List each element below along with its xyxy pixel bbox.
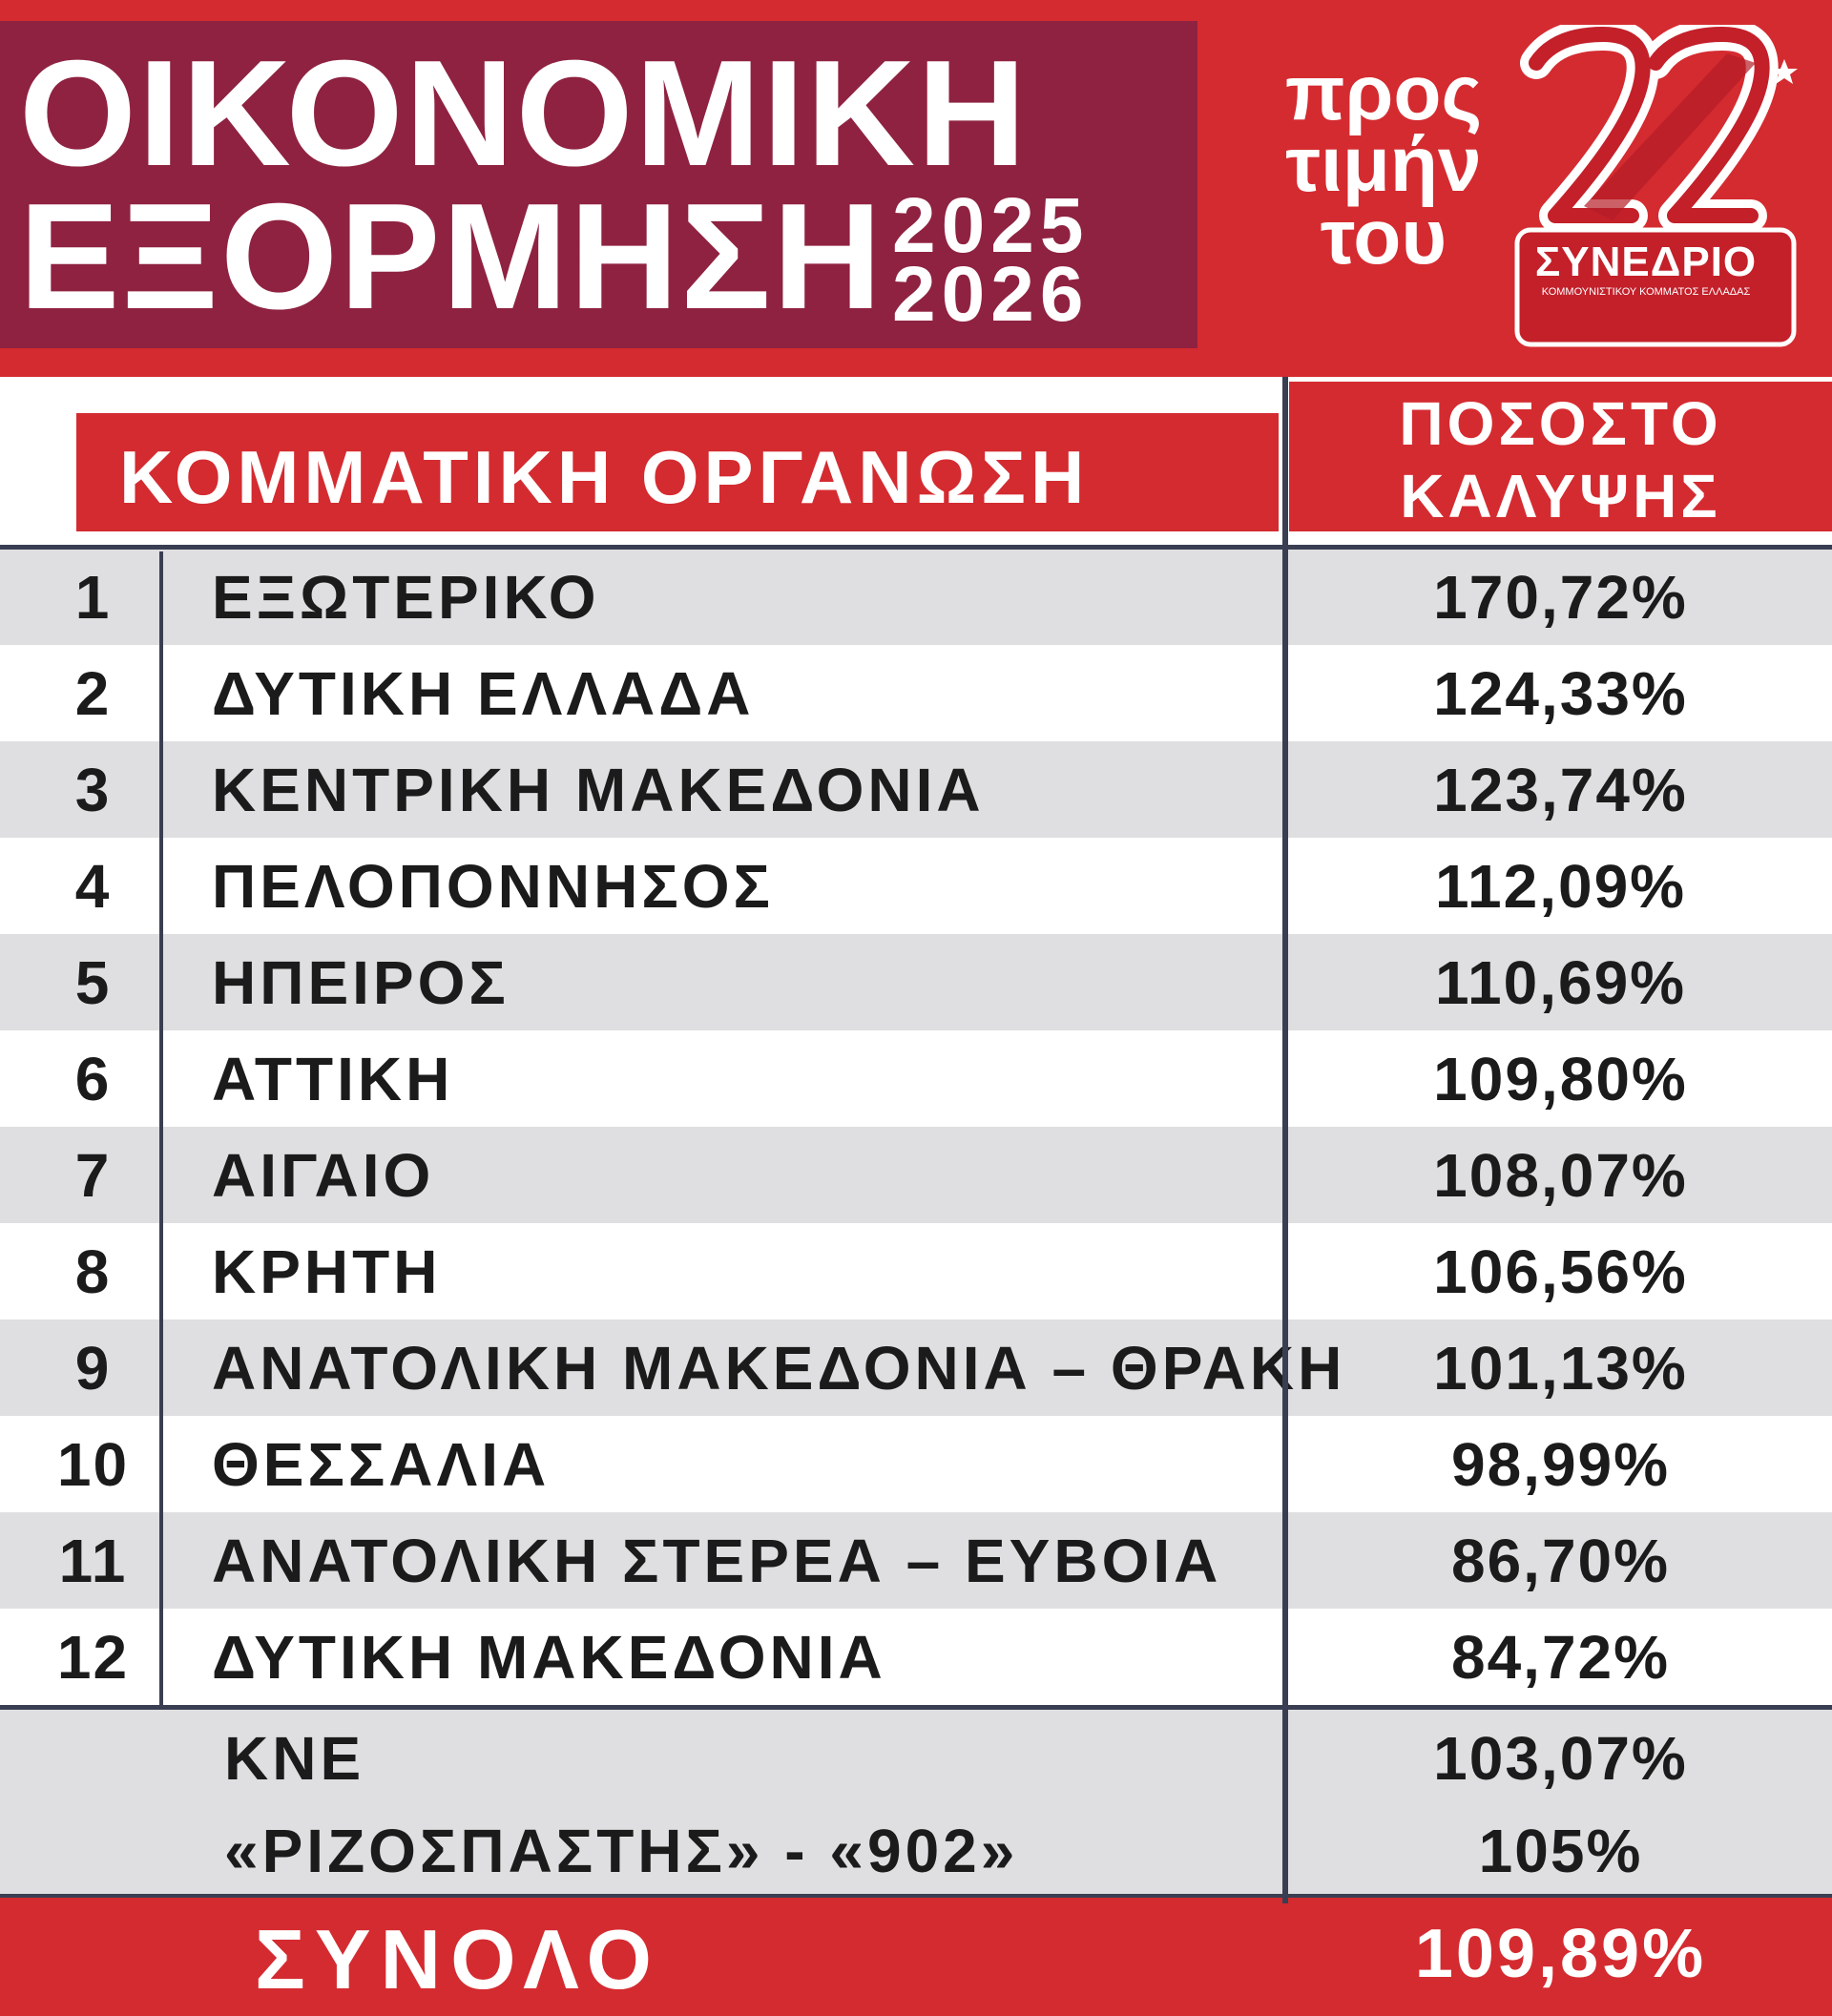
table-row: 5 ΗΠΕΙΡΟΣ 110,69% (0, 934, 1832, 1030)
title-line-2: ΕΞΟΡΜΗΣΗ (19, 173, 884, 341)
row-region: ΔΥΤΙΚΗ ΜΑΚΕΔΟΝΙΑ (212, 1623, 886, 1692)
row-percentage: 109,80% (1433, 1045, 1688, 1113)
column-header-coverage: ΠΟΣΟΣΤΟ ΚΑΛΥΨΗΣ (1289, 382, 1832, 531)
row-region: ΑΝΑΤΟΛΙΚΗ ΣΤΕΡΕΑ – ΕΥΒΟΙΑ (212, 1527, 1222, 1595)
honor-line: τιμήν (1285, 121, 1482, 209)
table-row: 4 ΠΕΛΟΠΟΝΝΗΣΟΣ 112,09% (0, 838, 1832, 934)
table-row: 10 ΘΕΣΣΑΛΙΑ 98,99% (0, 1416, 1832, 1512)
column-header-coverage-line-2: ΚΑΛΥΨΗΣ (1400, 462, 1721, 530)
total-label: ΣΥΝΟΛΟ (255, 1912, 661, 2006)
row-percentage: 170,72% (1433, 563, 1688, 632)
column-header-organization-label: ΚΟΜΜΑΤΙΚΗ ΟΡΓΑΝΩΣΗ (119, 435, 1090, 519)
header-banner: ΟΙΚΟΝΟΜΙΚΗ ΕΞΟΡΜΗΣΗ 2025 2026 προς τιμήν… (0, 0, 1832, 377)
row-rank: 11 (58, 1527, 128, 1595)
row-region: ΘΕΣΣΑΛΙΑ (212, 1430, 551, 1499)
row-rank: 3 (74, 756, 112, 824)
row-rank: 1 (74, 563, 112, 632)
total-pct: 109,89% (1414, 1916, 1707, 1992)
extras-section: ΚΝΕ 103,07% «ΡΙΖΟΣΠΑΣΤΗΣ» - «902» 105% (0, 1710, 1832, 1894)
row-rank: 5 (74, 948, 112, 1017)
year-start: 2025 (892, 182, 1090, 269)
row-region: ΚΕΝΤΡΙΚΗ ΜΑΚΕΔΟΝΙΑ (212, 756, 985, 824)
row-rank: 7 (74, 1141, 112, 1210)
row-percentage: 110,69% (1434, 948, 1687, 1017)
row-percentage: 124,33% (1433, 659, 1688, 728)
extra-pct: 103,07% (1433, 1724, 1688, 1793)
row-rank: 4 (74, 852, 112, 921)
table-row: 9 ΑΝΑΤΟΛΙΚΗ ΜΑΚΕΔΟΝΙΑ – ΘΡΑΚΗ 101,13% (0, 1320, 1832, 1416)
row-percentage: 98,99% (1450, 1430, 1671, 1499)
row-percentage: 123,74% (1433, 756, 1688, 824)
table-row: 2 ΔΥΤΙΚΗ ΕΛΛΑΔΑ 124,33% (0, 645, 1832, 741)
row-rank: 6 (74, 1045, 112, 1113)
table-row: 7 ΑΙΓΑΙΟ 108,07% (0, 1127, 1832, 1223)
row-region: ΔΥΤΙΚΗ ΕΛΛΑΔΑ (212, 659, 755, 728)
extra-label: «ΡΙΖΟΣΠΑΣΤΗΣ» - «902» (224, 1817, 1019, 1885)
row-region: ΚΡΗΤΗ (212, 1237, 442, 1306)
row-region: ΑΝΑΤΟΛΙΚΗ ΜΑΚΕΔΟΝΙΑ – ΘΡΑΚΗ (212, 1334, 1346, 1403)
row-region: ΕΞΩΤΕΡΙΚΟ (212, 563, 600, 632)
honor-line: προς (1284, 50, 1483, 136)
row-region: ΗΠΕΙΡΟΣ (212, 948, 510, 1017)
honor-line: του (1320, 193, 1447, 281)
extra-label: ΚΝΕ (224, 1724, 365, 1793)
row-percentage: 112,09% (1434, 852, 1687, 921)
column-header-organization: ΚΟΜΜΑΤΙΚΗ ΟΡΓΑΝΩΣΗ (76, 413, 1279, 531)
row-percentage: 101,13% (1433, 1334, 1688, 1403)
row-region: ΑΤΤΙΚΗ (212, 1045, 454, 1113)
table-row: 8 ΚΡΗΤΗ 106,56% (0, 1223, 1832, 1320)
extra-row-rizospastis: «ΡΙΖΟΣΠΑΣΤΗΣ» - «902» 105% (0, 1802, 1832, 1894)
row-rank: 9 (74, 1334, 112, 1403)
honor-text: προς τιμήν του (1240, 50, 1527, 281)
table-row: 3 ΚΕΝΤΡΙΚΗ ΜΑΚΕΔΟΝΙΑ 123,74% (0, 741, 1832, 838)
table-mid-rule (0, 1705, 1832, 1710)
row-percentage: 108,07% (1433, 1141, 1688, 1210)
column-header-coverage-line-1: ΠΟΣΟΣΤΟ (1399, 389, 1722, 458)
table-top-rule (0, 545, 1832, 550)
title-block (0, 21, 1197, 348)
logo-subcaption: ΚΟΜΜΟΥΝΙΣΤΙΚΟΥ ΚΟΜΜΑΤΟΣ ΕΛΛΑΔΑΣ (1541, 286, 1751, 298)
title-line-1: ΟΙΚΟΝΟΜΙΚΗ (19, 30, 1029, 197)
row-rank: 10 (56, 1430, 130, 1499)
year-end: 2026 (892, 251, 1090, 338)
row-percentage: 84,72% (1450, 1623, 1671, 1692)
logo-caption: ΣΥΝΕΔΡΙΟ (1534, 239, 1758, 285)
rank-column-divider (159, 551, 163, 1706)
table-row: 6 ΑΤΤΙΚΗ 109,80% (0, 1030, 1832, 1127)
table-row: 11 ΑΝΑΤΟΛΙΚΗ ΣΤΕΡΕΑ – ΕΥΒΟΙΑ 86,70% (0, 1512, 1832, 1609)
congress-logo (1514, 25, 1798, 347)
table-row: 12 ΔΥΤΙΚΗ ΜΑΚΕΔΟΝΙΑ 84,72% (0, 1609, 1832, 1705)
extra-row-kne: ΚΝΕ 103,07% (0, 1710, 1832, 1801)
row-region: ΑΙΓΑΙΟ (212, 1141, 435, 1210)
row-percentage: 106,56% (1433, 1237, 1688, 1306)
table-row: 1 ΕΞΩΤΕΡΙΚΟ 170,72% (0, 549, 1832, 645)
coverage-column-divider (1282, 377, 1288, 1903)
row-rank: 12 (56, 1623, 130, 1692)
row-rank: 2 (74, 659, 112, 728)
extra-pct: 105% (1478, 1817, 1643, 1885)
total-row: ΣΥΝΟΛΟ 109,89% (0, 1898, 1832, 2016)
row-rank: 8 (74, 1237, 112, 1306)
table-bottom-rule (0, 1894, 1832, 1898)
row-region: ΠΕΛΟΠΟΝΝΗΣΟΣ (212, 852, 774, 921)
row-percentage: 86,70% (1450, 1527, 1671, 1595)
